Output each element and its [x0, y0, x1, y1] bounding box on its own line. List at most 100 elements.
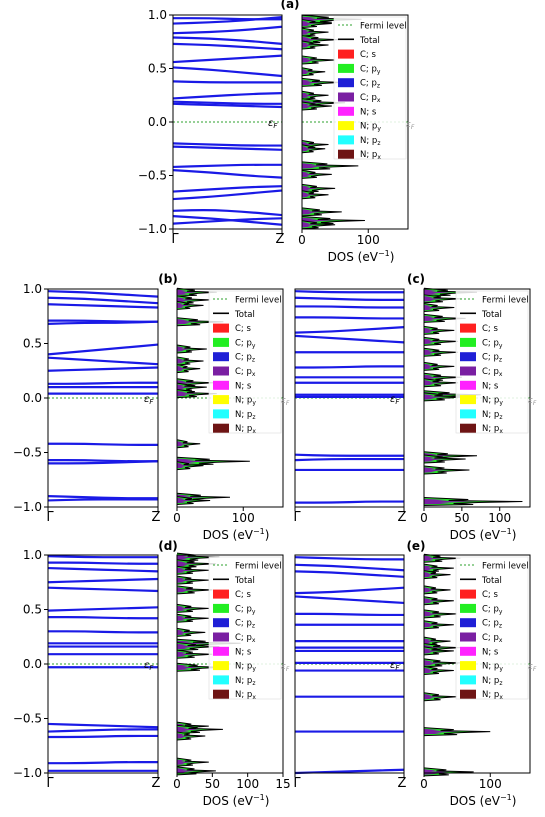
- legend-entry: Fermi level: [235, 296, 282, 306]
- legend-entry: C; px: [482, 367, 503, 378]
- dos-total-line: [176, 603, 209, 613]
- dos-total-line: [176, 757, 209, 767]
- legend-swatch: [213, 337, 229, 347]
- dos-cpx-fill: [424, 467, 449, 473]
- panel-1: εF Γ Z 1.0 0.5 0.0 −0.5 −1.0 εF 0 100 DOS (eV−1) Fer…: [13, 272, 290, 542]
- y-tick-label: −1.0: [13, 766, 42, 780]
- dos-cpx-fill: [424, 363, 441, 370]
- dos-cpx-fill: [424, 565, 441, 571]
- y-tick-label: 0.0: [23, 391, 42, 405]
- band-line: [47, 616, 158, 620]
- legend-swatch: [213, 395, 229, 405]
- band-line: [294, 305, 404, 309]
- legend-swatch: [460, 366, 476, 376]
- band-line: [172, 217, 283, 225]
- dos-total-line: [301, 207, 342, 217]
- legend-entry: C; s: [235, 590, 252, 600]
- legend-entry: C; px: [235, 367, 256, 378]
- legend-swatch: [338, 63, 354, 73]
- y-tick-label: 1.0: [23, 548, 42, 562]
- kpoint-gamma-label: Γ: [46, 776, 54, 791]
- band-line: [47, 722, 159, 729]
- legend-entry: N; s: [235, 381, 252, 391]
- dos-cpx-fill: [424, 379, 443, 386]
- panel-title: (b): [158, 272, 178, 286]
- fermi-symbol-label: εF: [281, 396, 290, 407]
- band-line: [47, 577, 159, 584]
- band-line: [294, 453, 404, 457]
- dos-cpx-fill: [302, 209, 324, 215]
- dos-frame: [176, 288, 284, 508]
- legend-swatch: [213, 632, 229, 642]
- dos-total-line: [176, 766, 216, 776]
- legend-entry: C; s: [235, 324, 252, 334]
- legend-swatch: [338, 78, 354, 88]
- dos-cpx-fill: [177, 587, 197, 593]
- legend-swatch: [213, 689, 229, 699]
- dos-total-line: [301, 55, 336, 65]
- fermi-symbol-label: εF: [528, 662, 537, 673]
- dos-cpx-fill: [177, 297, 196, 303]
- dos-cpx-fill: [302, 36, 323, 43]
- legend-entry: C; pz: [482, 353, 502, 364]
- x-tick-label: 100: [236, 777, 259, 791]
- dos-cpx-fill: [302, 42, 317, 48]
- fermi-symbol-label: εF: [144, 660, 154, 672]
- dos-cpx-fill: [424, 621, 441, 628]
- legend-entry: Fermi level: [482, 562, 529, 572]
- legend-swatch: [338, 121, 354, 131]
- legend-entry: N; pz: [235, 410, 255, 421]
- x-tick-label: 0: [420, 511, 428, 525]
- dos-cpx-fill: [177, 577, 195, 583]
- band-line: [172, 189, 283, 201]
- dos-total-line: [176, 287, 217, 297]
- legend-entry: N; py: [482, 662, 503, 673]
- band-line: [47, 442, 158, 446]
- dos-total-line: [423, 727, 491, 737]
- dos-total-line: [301, 19, 332, 29]
- dos-total-line: [176, 389, 217, 399]
- dos-cpx-fill: [177, 733, 193, 739]
- y-tick-label: 0.0: [23, 657, 42, 671]
- band-line: [48, 761, 158, 765]
- kpoint-gamma-label: Γ: [293, 776, 301, 791]
- legend-box: [455, 290, 529, 434]
- dos-total-line: [423, 646, 454, 656]
- dos-cpx-fill: [424, 289, 454, 296]
- dos-cpx-fill: [302, 221, 321, 228]
- fermi-symbol-label: εF: [390, 394, 400, 406]
- dos-cpx-fill: [302, 103, 319, 109]
- legend-entry: Total: [359, 36, 380, 46]
- legend-swatch: [338, 106, 354, 116]
- legend-entry: C; pz: [235, 353, 255, 364]
- y-tick-label: 0.5: [148, 62, 167, 76]
- dos-cpx-fill: [177, 302, 192, 309]
- legend-entry: N; px: [360, 150, 381, 161]
- dos-total-line: [301, 220, 336, 230]
- y-tick-label: −1.0: [138, 222, 167, 236]
- fermi-symbol-label: εF: [144, 394, 154, 406]
- legend-entry: Fermi level: [482, 296, 529, 306]
- legend-entry: Total: [234, 576, 255, 586]
- band-line: [47, 303, 159, 309]
- dos-cpx-fill: [424, 638, 439, 644]
- x-tick-label: 100: [357, 233, 380, 247]
- band-line: [172, 208, 283, 217]
- band-frame: [294, 554, 405, 774]
- dos-total-line: [176, 356, 204, 366]
- dos-total-line: [423, 372, 462, 382]
- dos-total-line: [423, 570, 451, 580]
- legend-entry: N; px: [235, 690, 256, 701]
- dos-cpx-fill: [424, 498, 479, 505]
- dos-total-line: [176, 627, 206, 637]
- band-line: [172, 54, 283, 64]
- dos-cpx-fill: [177, 458, 218, 465]
- band-frame: [294, 288, 405, 508]
- dos-cpx-fill: [177, 664, 203, 671]
- legend-swatch: [460, 395, 476, 405]
- dos-cpx-fill: [424, 611, 443, 617]
- dos-cpx-fill: [424, 555, 445, 562]
- dos-total-line: [176, 456, 250, 466]
- dos-cpx-fill: [424, 728, 461, 735]
- fermi-symbol-label: εF: [281, 662, 290, 673]
